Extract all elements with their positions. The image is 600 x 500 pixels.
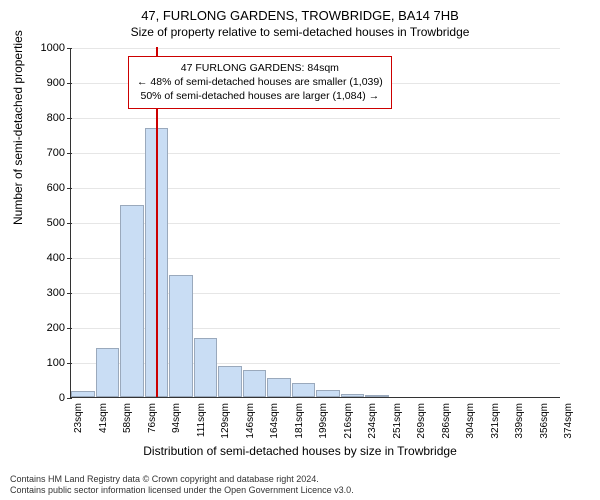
y-tick-label: 200 — [31, 322, 71, 334]
x-tick-label: 286sqm — [441, 403, 452, 439]
x-tick-label: 304sqm — [465, 403, 476, 439]
x-tick-label: 321sqm — [490, 403, 501, 439]
histogram-bar — [71, 391, 95, 397]
attribution-line2: Contains public sector information licen… — [10, 485, 354, 496]
x-tick-label: 94sqm — [171, 403, 182, 433]
histogram-bar — [96, 348, 120, 397]
histogram-bar — [169, 275, 193, 398]
y-tick-label: 0 — [31, 392, 71, 404]
y-tick-label: 400 — [31, 252, 71, 264]
x-tick-label: 111sqm — [196, 403, 207, 437]
x-tick-label: 146sqm — [245, 403, 256, 439]
chart-container: 47, FURLONG GARDENS, TROWBRIDGE, BA14 7H… — [0, 0, 600, 500]
x-tick-label: 216sqm — [343, 403, 354, 439]
gridline — [71, 48, 560, 49]
x-tick-label: 251sqm — [392, 403, 403, 439]
y-tick-label: 600 — [31, 182, 71, 194]
y-axis-label: Number of semi-detached properties — [11, 30, 25, 225]
gridline — [71, 118, 560, 119]
histogram-bar — [243, 370, 267, 397]
histogram-bar — [267, 378, 291, 397]
page-title-line2: Size of property relative to semi-detach… — [0, 23, 600, 39]
info-line-smaller: ← 48% of semi-detached houses are smalle… — [137, 75, 383, 89]
x-tick-label: 374sqm — [563, 403, 574, 439]
x-tick-label: 58sqm — [122, 403, 133, 433]
attribution-text: Contains HM Land Registry data © Crown c… — [10, 474, 354, 497]
histogram-bar — [194, 338, 218, 397]
y-tick-label: 700 — [31, 147, 71, 159]
info-line-larger: 50% of semi-detached houses are larger (… — [137, 89, 383, 103]
attribution-line1: Contains HM Land Registry data © Crown c… — [10, 474, 354, 485]
x-axis-label: Distribution of semi-detached houses by … — [143, 444, 457, 458]
x-tick-label: 269sqm — [416, 403, 427, 439]
y-tick-label: 800 — [31, 112, 71, 124]
x-tick-label: 234sqm — [367, 403, 378, 439]
y-tick-label: 900 — [31, 77, 71, 89]
x-tick-label: 356sqm — [539, 403, 550, 439]
x-tick-label: 41sqm — [98, 403, 109, 433]
y-tick-label: 500 — [31, 217, 71, 229]
histogram-bar — [316, 390, 340, 397]
property-info-box: 47 FURLONG GARDENS: 84sqm ← 48% of semi-… — [128, 56, 392, 109]
histogram-bar — [292, 383, 316, 397]
x-tick-label: 181sqm — [294, 403, 305, 439]
page-title-line1: 47, FURLONG GARDENS, TROWBRIDGE, BA14 7H… — [0, 0, 600, 23]
x-tick-label: 23sqm — [73, 403, 84, 433]
info-line-property: 47 FURLONG GARDENS: 84sqm — [137, 61, 383, 75]
histogram-bar — [365, 395, 389, 397]
y-tick-label: 100 — [31, 357, 71, 369]
y-tick-label: 300 — [31, 287, 71, 299]
histogram-bar — [120, 205, 144, 397]
x-tick-label: 129sqm — [220, 403, 231, 439]
histogram-bar — [218, 366, 242, 398]
x-tick-label: 76sqm — [147, 403, 158, 433]
y-tick-label: 1000 — [31, 42, 71, 54]
histogram-bar — [341, 394, 365, 398]
x-tick-label: 199sqm — [318, 403, 329, 439]
x-tick-label: 164sqm — [269, 403, 280, 439]
x-tick-label: 339sqm — [514, 403, 525, 439]
